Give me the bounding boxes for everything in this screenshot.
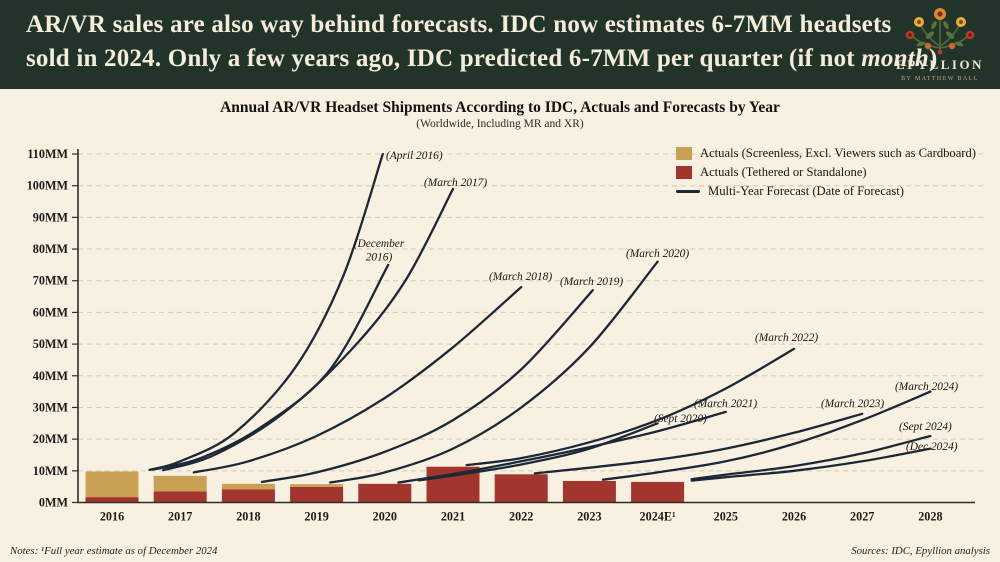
headline-line1: AR/VR sales are also way behind forecast… xyxy=(26,11,892,38)
forecast-curve-april-2016 xyxy=(148,152,384,472)
forecast-label-march-2017: (March 2017) xyxy=(424,177,487,189)
forecast-label-april-2016: (April 2016) xyxy=(386,150,443,162)
x-axis-label-2025: 2025 xyxy=(714,510,738,524)
y-axis-label-20MM: 20MM xyxy=(33,432,69,446)
bar-2017-screenless xyxy=(153,475,207,492)
x-axis-label-2022: 2022 xyxy=(509,510,533,524)
forecast-label-march-2020: (March 2020) xyxy=(626,248,689,260)
bar-2019-tethered xyxy=(290,486,344,503)
y-axis-label-110MM: 110MM xyxy=(27,147,68,161)
forecast-label-march-2019: (March 2019) xyxy=(560,276,623,288)
forecast-curve-march-2024 xyxy=(601,390,932,481)
forecast-label-sept-2024: (Sept 2024) xyxy=(899,421,952,433)
bar-2020-tethered xyxy=(358,483,412,503)
forecast-label-december-2016: (December 2016) xyxy=(354,238,405,264)
bar-2016-screenless xyxy=(85,471,139,498)
forecast-line-icon xyxy=(676,190,700,193)
bar-2024E¹-tethered xyxy=(631,481,685,503)
bar-2017-tethered xyxy=(153,491,207,503)
chart-title: Annual AR/VR Headset Shipments According… xyxy=(220,99,780,116)
headline-line2: sold in 2024. Only a few years ago, IDC … xyxy=(26,45,938,72)
axes xyxy=(77,149,975,504)
forecast-curve-march-2017 xyxy=(162,187,455,472)
x-axis-label-2020: 2020 xyxy=(373,510,397,524)
forecast-curve-march-2020 xyxy=(329,260,659,484)
y-axis-label-10MM: 10MM xyxy=(33,464,69,478)
tethered-swatch-icon xyxy=(676,166,692,179)
legend-item-tethered: Actuals (Tethered or Standalone) xyxy=(676,165,976,180)
x-axis-label-2024E¹: 2024E¹ xyxy=(640,510,677,524)
floral-emblem-icon: EPYLLION By Matthew Ball xyxy=(896,8,984,82)
y-axis-label-50MM: 50MM xyxy=(33,337,69,351)
bar-2018-tethered xyxy=(221,489,275,503)
x-axis-label-2027: 2027 xyxy=(850,510,874,524)
bar-2016-tethered xyxy=(85,497,139,503)
forecast-curve-sept-2020 xyxy=(417,422,659,482)
screenless-swatch-icon xyxy=(676,147,692,160)
y-axis-label-30MM: 30MM xyxy=(33,400,69,414)
forecast-curve-march-2021 xyxy=(397,410,727,484)
chart-legend: Actuals (Screenless, Excl. Viewers such … xyxy=(676,146,976,203)
legend-item-forecast: Multi-Year Forecast (Date of Forecast) xyxy=(676,184,976,199)
x-axis-label-2021: 2021 xyxy=(441,510,465,524)
forecast-label-march-2022: (March 2022) xyxy=(755,332,818,344)
chart-subtitle: (Worldwide, Including MR and XR) xyxy=(416,118,584,130)
y-axis-label-70MM: 70MM xyxy=(33,274,69,288)
bar-2019-screenless xyxy=(290,484,344,487)
forecast-curve-march-2022 xyxy=(465,347,796,467)
y-axis-label-100MM: 100MM xyxy=(27,179,69,193)
forecast-curve-december-2016 xyxy=(151,263,390,471)
bar-2023-tethered xyxy=(562,480,616,503)
logo-byline: By Matthew Ball xyxy=(901,76,979,82)
x-axis-label-2019: 2019 xyxy=(304,510,328,524)
x-axis-label-2016: 2016 xyxy=(100,510,124,524)
forecast-label-march-2018: (March 2018) xyxy=(489,271,552,283)
x-axis-label-2017: 2017 xyxy=(168,510,192,524)
y-axis-label-0MM: 0MM xyxy=(39,496,69,510)
header-banner: AR/VR sales are also way behind forecast… xyxy=(0,0,1000,89)
forecast-curve-dec-2024 xyxy=(690,447,932,482)
legend-item-screenless: Actuals (Screenless, Excl. Viewers such … xyxy=(676,146,976,161)
y-axis-label-90MM: 90MM xyxy=(33,210,69,224)
forecast-label-march-2024: (March 2024) xyxy=(895,381,958,393)
x-axis-label-2018: 2018 xyxy=(236,510,260,524)
y-axis-label-60MM: 60MM xyxy=(33,305,69,319)
x-axis-label-2028: 2028 xyxy=(918,510,942,524)
forecast-curve-march-2018 xyxy=(192,285,523,474)
forecast-curve-march-2019 xyxy=(260,289,594,484)
headline: AR/VR sales are also way behind forecast… xyxy=(26,8,938,76)
shipments-chart: 0MM 10MM 20MM 30MM 40MM 50MM 60MM 70MM 80MM 90MM 1… xyxy=(27,147,985,524)
x-axis-label-2023: 2023 xyxy=(577,510,601,524)
y-axis-label-40MM: 40MM xyxy=(33,369,69,383)
forecast-label-march-2023: (March 2023) xyxy=(821,398,884,410)
chart-area: Annual AR/VR Headset Shipments According… xyxy=(0,89,1000,562)
x-axis-label-2026: 2026 xyxy=(782,510,806,524)
forecast-curve-march-2023 xyxy=(533,412,864,475)
forecast-label-march-2021: (March 2021) xyxy=(694,398,757,410)
footnote: Notes: ¹Full year estimate as of Decembe… xyxy=(10,545,218,557)
forecast-label-dec-2024: (Dec 2024) xyxy=(906,441,958,453)
sources: Sources: IDC, Epyllion analysis xyxy=(851,545,990,557)
y-axis-label-80MM: 80MM xyxy=(33,242,69,256)
epyllion-logo: EPYLLION By Matthew Ball xyxy=(886,2,994,88)
forecast-curve-sept-2024 xyxy=(690,434,932,481)
bar-2022-tethered xyxy=(494,474,548,503)
logo-wordmark: EPYLLION xyxy=(896,57,984,72)
bar-2018-screenless xyxy=(221,483,275,490)
